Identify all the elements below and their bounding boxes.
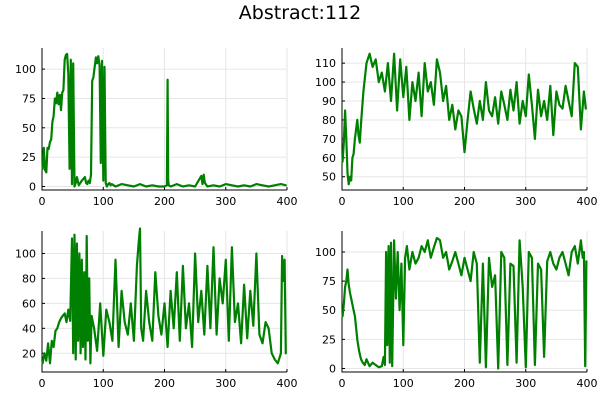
y-tick-label: 50	[22, 122, 36, 135]
y-tick-label: 100	[15, 63, 36, 76]
y-tick-label: 0	[29, 180, 36, 193]
x-tick-label: 200	[454, 377, 475, 390]
x-tick-label: 100	[93, 195, 114, 208]
x-tick-label: 300	[215, 377, 236, 390]
x-tick-label: 300	[515, 377, 536, 390]
y-tick-label: 110	[315, 57, 336, 70]
y-tick-label: 100	[15, 247, 36, 260]
series-line	[341, 236, 588, 370]
x-tick-label: 400	[577, 195, 598, 208]
x-tick-label: 0	[339, 377, 346, 390]
y-tick-label: 50	[322, 171, 336, 184]
x-tick-label: 0	[39, 195, 46, 208]
y-tick-label: 70	[322, 133, 336, 146]
series-line	[41, 227, 287, 365]
subplot-bottom-left: 0 100 200 300 400 20 40 60 80 100	[15, 227, 298, 390]
x-tick-label: 400	[277, 377, 298, 390]
y-tick-label: 75	[22, 92, 36, 105]
y-tick-label: 40	[22, 322, 36, 335]
y-tick-label: 90	[322, 95, 336, 108]
series-line	[341, 52, 587, 186]
y-tick-label: 80	[322, 114, 336, 127]
y-tick-label: 20	[22, 347, 36, 360]
y-tick-label: 60	[322, 152, 336, 165]
x-tick-label: 300	[515, 195, 536, 208]
y-tick-label: 100	[315, 246, 336, 259]
x-tick-label: 300	[215, 195, 236, 208]
x-tick-label: 100	[393, 377, 414, 390]
x-tick-label: 400	[277, 195, 298, 208]
y-tick-label: 25	[322, 333, 336, 346]
subplot-bottom-right: 0 100 200 300 400 0 25 50 75 100	[315, 231, 598, 390]
figure-title: Abstract:112	[239, 2, 361, 24]
x-tick-label: 200	[154, 195, 175, 208]
x-tick-label: 100	[93, 377, 114, 390]
y-tick-label: 25	[22, 151, 36, 164]
y-tick-label: 80	[22, 272, 36, 285]
x-tick-label: 200	[154, 377, 175, 390]
x-tick-label: 400	[577, 377, 598, 390]
y-tick-label: 75	[322, 275, 336, 288]
x-tick-label: 200	[454, 195, 475, 208]
x-tick-label: 100	[393, 195, 414, 208]
y-tick-label: 100	[315, 76, 336, 89]
x-tick-label: 0	[339, 195, 346, 208]
subplot-top-right: 0 100 200 300 400 50 60 70 80 90 100 110	[315, 48, 598, 208]
y-tick-label: 60	[22, 297, 36, 310]
x-tick-label: 0	[39, 377, 46, 390]
y-tick-label: 50	[322, 304, 336, 317]
y-tick-label: 0	[329, 363, 336, 376]
subplot-top-left: 0 100 200 300 400 0 25 50 75 100	[15, 48, 298, 208]
series-line	[41, 52, 287, 188]
